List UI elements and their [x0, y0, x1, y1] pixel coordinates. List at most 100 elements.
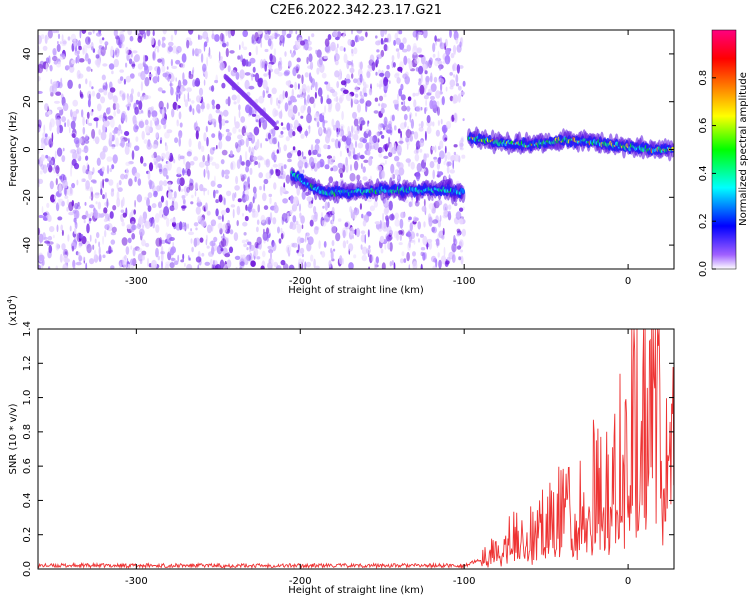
noise-speckle — [86, 111, 90, 119]
noise-speckle — [318, 55, 323, 66]
noise-speckle — [110, 231, 117, 236]
noise-speckle — [230, 30, 235, 37]
noise-speckle — [120, 138, 125, 148]
noise-speckle — [230, 204, 236, 208]
noise-speckle — [323, 55, 328, 60]
noise-speckle — [392, 62, 396, 68]
noise-speckle — [56, 224, 59, 233]
noise-speckle — [152, 50, 156, 61]
noise-speckle — [82, 126, 86, 135]
noise-speckle — [159, 185, 163, 192]
noise-speckle — [380, 80, 383, 87]
noise-speckle — [326, 98, 332, 105]
noise-speckle — [221, 118, 226, 126]
noise-speckle — [227, 65, 231, 73]
noise-speckle — [396, 144, 402, 155]
noise-speckle — [315, 114, 318, 122]
noise-speckle — [134, 176, 137, 183]
noise-speckle — [240, 54, 243, 63]
noise-speckle — [299, 203, 301, 212]
noise-speckle — [85, 180, 90, 190]
noise-speckle — [243, 181, 249, 191]
noise-speckle — [239, 44, 241, 51]
noise-speckle — [61, 34, 64, 42]
noise-speckle — [317, 87, 323, 97]
noise-speckle — [141, 109, 143, 114]
noise-speckle — [163, 206, 170, 217]
noise-speckle — [232, 208, 235, 219]
noise-speckle — [369, 145, 376, 150]
noise-speckle — [88, 80, 92, 88]
noise-speckle — [49, 180, 54, 190]
noise-speckle — [363, 159, 369, 163]
noise-speckle — [117, 187, 123, 193]
noise-speckle — [279, 40, 282, 46]
noise-speckle — [169, 237, 175, 241]
noise-speckle — [202, 63, 207, 72]
noise-speckle — [301, 151, 304, 158]
noise-speckle — [437, 50, 440, 60]
noise-speckle — [258, 172, 264, 179]
noise-speckle — [122, 260, 128, 268]
noise-speckle — [376, 49, 380, 53]
colorbar-tick-label: 0.4 — [698, 165, 709, 181]
noise-speckle — [297, 112, 300, 116]
noise-speckle — [253, 126, 260, 136]
noise-speckle — [227, 132, 232, 137]
colorbar: 0.00.20.40.60.8 Normalized spectral ampl… — [698, 29, 749, 277]
noise-speckle — [300, 133, 305, 139]
x-tick-label: 0 — [625, 276, 631, 287]
noise-speckle — [260, 265, 265, 269]
noise-speckle — [353, 118, 359, 127]
noise-speckle — [223, 197, 226, 206]
noise-speckle — [307, 105, 312, 115]
noise-speckle — [81, 109, 84, 118]
noise-speckle — [62, 263, 69, 269]
noise-speckle — [71, 182, 76, 189]
noise-speckle — [432, 42, 436, 53]
noise-speckle — [444, 154, 448, 162]
noise-speckle — [263, 183, 266, 192]
noise-speckle — [434, 35, 437, 42]
noise-speckle — [331, 118, 335, 128]
noise-speckle — [155, 124, 162, 130]
noise-speckle — [286, 212, 290, 222]
noise-speckle — [234, 255, 241, 260]
noise-speckle — [61, 116, 66, 123]
noise-speckle — [38, 63, 44, 74]
noise-speckle — [38, 227, 41, 236]
noise-speckle — [174, 137, 179, 144]
noise-speckle — [445, 121, 452, 129]
noise-speckle — [130, 52, 133, 58]
colorbar-label: Normalized spectral amplitude — [738, 72, 749, 226]
noise-speckle — [327, 131, 331, 141]
noise-speckle — [179, 155, 185, 160]
noise-speckle — [195, 206, 201, 215]
noise-speckle — [436, 199, 443, 206]
noise-speckle — [423, 198, 426, 207]
noise-speckle — [256, 219, 260, 225]
noise-speckle — [214, 34, 220, 42]
noise-speckle — [383, 76, 388, 87]
noise-speckle — [98, 246, 101, 256]
noise-speckle — [286, 122, 291, 131]
noise-speckle — [456, 245, 462, 250]
colorbar-ticks: 0.00.20.40.60.8 — [698, 70, 716, 277]
noise-speckle — [220, 209, 226, 216]
noise-speckle — [308, 72, 312, 82]
noise-speckle — [78, 137, 83, 144]
noise-speckle — [140, 70, 146, 81]
noise-speckle — [134, 246, 140, 251]
noise-speckle — [115, 102, 120, 110]
noise-speckle — [414, 217, 419, 221]
noise-speckle — [213, 236, 218, 243]
noise-speckle — [175, 77, 177, 82]
noise-speckle — [54, 100, 60, 104]
noise-speckle — [453, 30, 458, 34]
noise-speckle — [118, 124, 122, 131]
noise-speckle — [146, 142, 152, 150]
noise-speckle — [439, 65, 442, 71]
noise-speckle — [364, 84, 369, 89]
noise-speckle — [453, 74, 456, 78]
noise-speckle — [84, 139, 90, 144]
